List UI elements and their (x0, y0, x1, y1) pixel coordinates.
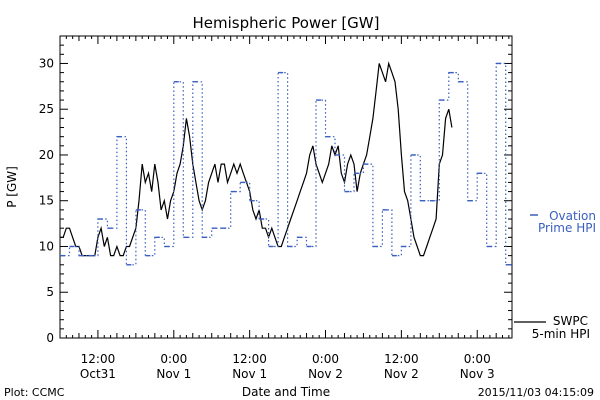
x-tick-label-time: 12:00 (81, 352, 116, 366)
y-tick-label: 25 (39, 102, 54, 116)
x-axis-label: Date and Time (242, 385, 330, 399)
chart-title: Hemispheric Power [GW] (193, 14, 380, 32)
legend-swpc-line1: SWPC (553, 314, 588, 328)
legend-ovation-line1: Ovation (549, 209, 596, 223)
x-tick-label-date: Nov 2 (308, 367, 343, 381)
y-axis: 0 5 10 15 20 25 30 (39, 35, 512, 345)
x-tick-label-time: 0:00 (464, 352, 491, 366)
footer-credit: Plot: CCMC (4, 386, 65, 399)
x-tick-label-date: Nov 2 (384, 367, 419, 381)
series-ovation-prime-line (60, 62, 512, 266)
y-axis-label: P [GW] (5, 166, 19, 208)
x-tick-label-date: Nov 3 (460, 367, 495, 381)
plot-border (59, 35, 513, 339)
plot-area (59, 35, 513, 339)
footer-timestamp: 2015/11/03 04:15:09 (478, 386, 594, 399)
y-tick-label: 15 (39, 194, 54, 208)
series-swpc-hpi-line (60, 61, 453, 257)
y-tick-label: 0 (46, 331, 54, 345)
x-tick-label-time: 12:00 (384, 352, 419, 366)
legend-ovation-line2: Prime HPI (538, 221, 596, 235)
legend-swpc-line2: 5-min HPI (532, 327, 590, 341)
y-tick-label: 10 (39, 239, 54, 253)
x-tick-label-date: Nov 1 (156, 367, 191, 381)
x-tick-label-time: 12:00 (232, 352, 267, 366)
x-tick-label-time: 0:00 (312, 352, 339, 366)
x-tick-label-time: 0:00 (160, 352, 187, 366)
x-tick-label-date: Nov 1 (232, 367, 267, 381)
y-tick-label: 5 (46, 285, 54, 299)
y-tick-label: 20 (39, 148, 54, 162)
y-tick-label: 30 (39, 56, 54, 70)
x-tick-label-date: Oct31 (80, 367, 116, 381)
series-layer (60, 61, 512, 266)
